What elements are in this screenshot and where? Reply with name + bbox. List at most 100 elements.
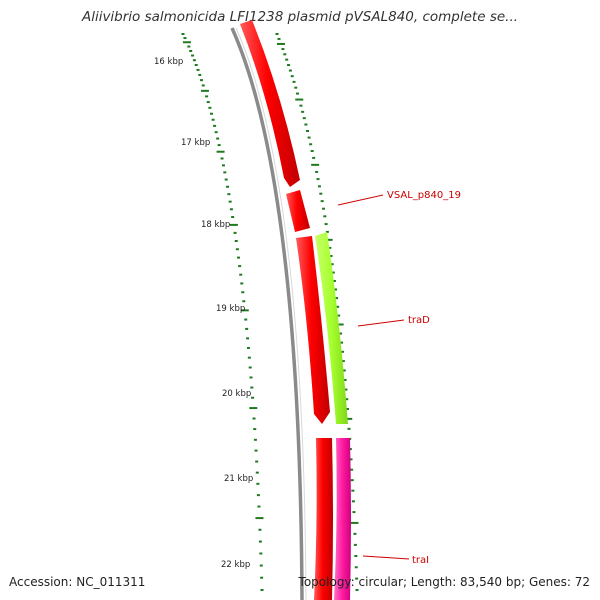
scale-minor-tick: [254, 449, 258, 452]
scale-minor-tick: [301, 110, 305, 113]
scale-minor-tick: [352, 511, 356, 514]
scale-minor-tick: [221, 164, 225, 167]
scale-minor-tick: [191, 54, 195, 57]
label-line-tral: [362, 555, 410, 560]
scale-minor-tick: [331, 271, 335, 274]
scale-minor-tick: [206, 101, 210, 104]
scale-minor-tick: [319, 192, 323, 195]
kbp-label-16: 16 kbp: [154, 57, 183, 67]
scale-minor-tick: [344, 388, 348, 391]
scale-minor-tick: [329, 255, 333, 257]
scale-minor-tick: [351, 500, 355, 503]
scale-minor-tick: [239, 273, 243, 276]
scale-minor-tick: [354, 555, 358, 558]
scale-minor-tick: [307, 136, 311, 139]
scale-minor-tick: [355, 589, 359, 591]
scale-minor-tick: [229, 208, 233, 211]
scale-minor-tick: [259, 564, 263, 567]
scale-minor-tick: [228, 200, 232, 203]
scale-minor-tick: [234, 240, 238, 242]
gene-arc-red-3[interactable]: [314, 438, 333, 600]
kbp-label-19: 19 kbp: [216, 304, 245, 314]
scale-minor-tick: [328, 246, 332, 249]
scale-minor-tick: [337, 314, 341, 317]
scale-major-tick: [295, 98, 304, 101]
scale-minor-tick: [208, 106, 212, 109]
gene-label-tral: traI: [412, 555, 429, 566]
scale-minor-tick: [354, 566, 358, 569]
kbp-label-21: 21 kbp: [224, 474, 253, 484]
scale-minor-tick: [256, 482, 260, 485]
scale-minor-tick: [317, 185, 321, 188]
plasmid-backbone: [230, 27, 304, 600]
gene-arc-red-1[interactable]: [240, 20, 300, 187]
scale-minor-tick: [205, 95, 209, 98]
scale-minor-tick: [248, 366, 252, 369]
scale-minor-tick: [342, 369, 346, 372]
scale-minor-tick: [310, 150, 314, 153]
label-line-trad: [357, 319, 405, 327]
scale-minor-tick: [257, 505, 261, 508]
gene-arc-red-2[interactable]: [296, 236, 330, 424]
scale-minor-tick: [332, 279, 336, 282]
scale-minor-tick: [252, 417, 256, 420]
scale-minor-tick: [339, 332, 343, 335]
scale-major-tick: [344, 417, 353, 420]
scale-minor-tick: [196, 68, 200, 71]
scale-minor-tick: [341, 360, 345, 363]
scale-major-tick: [240, 309, 249, 312]
plasmid-backbone-highlight: [235, 27, 307, 600]
scale-minor-tick: [213, 124, 217, 127]
scale-minor-tick: [285, 58, 289, 61]
kbp-label-17: 17 kbp: [181, 138, 210, 148]
scale-minor-tick: [251, 396, 255, 399]
scale-minor-tick: [324, 223, 328, 226]
scale-minor-tick: [220, 157, 224, 160]
scale-minor-tick: [216, 137, 220, 140]
scale-minor-tick: [309, 143, 313, 146]
scale-minor-tick: [214, 131, 218, 134]
scale-minor-tick: [246, 337, 250, 340]
scale-minor-tick: [237, 256, 241, 259]
scale-minor-tick: [201, 84, 205, 87]
scale-minor-tick: [335, 297, 339, 300]
scale-minor-tick: [294, 86, 298, 89]
scale-minor-tick: [349, 458, 353, 461]
kbp-label-18: 18 kbp: [201, 220, 230, 230]
scale-minor-tick: [200, 79, 204, 82]
scale-minor-tick: [181, 33, 185, 35]
scale-minor-tick: [302, 117, 306, 120]
scale-minor-tick: [277, 37, 281, 40]
scale-minor-tick: [306, 130, 309, 132]
scale-minor-tick: [250, 386, 254, 389]
scale-minor-tick: [217, 144, 221, 147]
scale-minor-tick: [296, 92, 300, 95]
scale-minor-tick: [320, 200, 324, 203]
scale-minor-tick: [340, 350, 344, 353]
scale-minor-tick: [258, 540, 262, 543]
scale-minor-tick: [253, 428, 257, 431]
scale-minor-tick: [322, 207, 326, 210]
scale-minor-tick: [189, 49, 193, 52]
scale-major-tick: [182, 41, 191, 44]
scale-minor-tick: [281, 48, 285, 51]
label-line-vsal: [337, 194, 384, 206]
scale-minor-tick: [187, 45, 191, 48]
scale-minor-tick: [350, 468, 354, 471]
scale-minor-tick: [253, 438, 257, 441]
scale-ticks: [181, 33, 359, 591]
gene-tral[interactable]: [334, 438, 351, 600]
gene-trad[interactable]: [315, 232, 348, 424]
scale-major-tick: [255, 517, 264, 520]
scale-minor-tick: [330, 263, 334, 266]
scale-minor-tick: [345, 398, 349, 401]
scale-major-tick: [249, 407, 258, 410]
scale-minor-tick: [343, 378, 347, 381]
scale-minor-tick: [255, 460, 259, 463]
gene-vsal-p840-19[interactable]: [286, 190, 310, 232]
scale-minor-tick: [209, 112, 213, 115]
scale-minor-tick: [194, 64, 198, 67]
scale-minor-tick: [316, 178, 320, 181]
scale-minor-tick: [283, 53, 287, 56]
scale-minor-tick: [183, 37, 187, 40]
